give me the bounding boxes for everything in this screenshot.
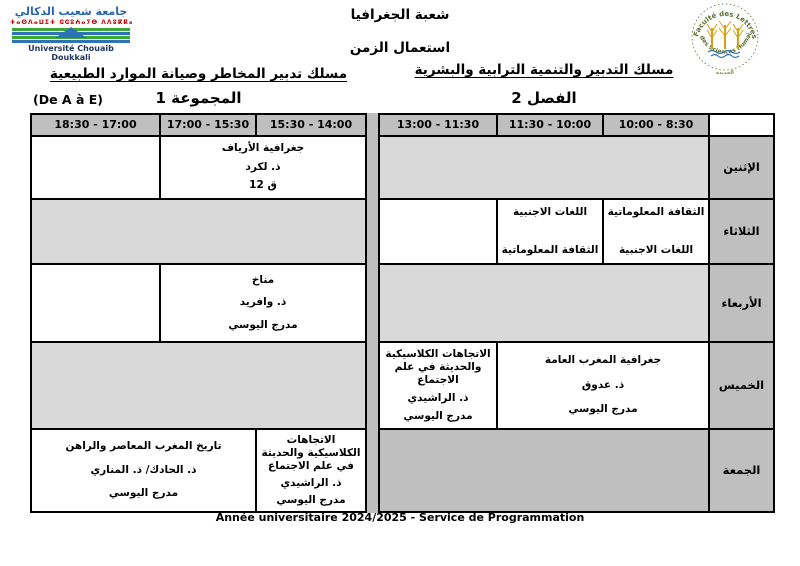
empty-row-cell (379, 429, 709, 512)
course-teacher: ذ. عدوق (581, 378, 625, 391)
university-name-french: Université Chouaib Doukkali (28, 44, 114, 63)
day-cell-monday: الإثنين (709, 136, 774, 199)
day-cell-tuesday: الثلاثاء (709, 199, 774, 264)
seal-arabic-arc-text: كلية الآداب والعلوم الإنسانية (686, 2, 689, 4)
course-name: الاتجاهات الكلاسيكية والحديثة في علم الا… (385, 347, 491, 387)
course-name: اللغات الاجنبية (618, 243, 694, 256)
university-logo: جامعة شعيب الدكالي ⵜⴰⵙⴷⴰⵡⵉⵜ ⵛⵛⵓⵄⴰⵢⴱ ⴷⴷⵓⴽ… (10, 5, 132, 63)
course-name: اللغات الاجنبية (512, 206, 588, 218)
course-cell-friday-sociology: الاتجاهات الكلاسيكية والحديثة في علم الا… (256, 429, 366, 512)
course-room: مدرج اليوسي (403, 410, 473, 423)
empty-row-cell (379, 264, 709, 342)
afternoon-timetable-grid: 18:30 - 17:00 17:00 - 15:30 15:30 - 14:0… (30, 113, 367, 513)
morning-timetable-grid: 13:00 - 11:30 11:30 - 10:00 10:00 - 8:30… (378, 113, 775, 513)
course-name: جغرافية الأرياف (221, 142, 305, 155)
document-title: استعمال الزمن (349, 40, 451, 56)
day-cell-friday: الجمعة (709, 429, 774, 512)
time-header-cell: 13:00 - 11:30 (379, 114, 497, 136)
course-teacher: ذ. الراشيدي (407, 392, 469, 405)
group-range-note: (De A à E) (33, 92, 103, 107)
day-cell-wednesday: الأربعاء (709, 264, 774, 342)
course-cell-tuesday-mid: اللغات الاجنبية الثقافة المعلوماتية (497, 199, 603, 264)
course-room: مدرج اليوسي (568, 403, 638, 416)
table-divider-strip (367, 113, 378, 513)
left-track-title: مسلك تدبير المخاطر وصيانة الموارد الطبيع… (49, 66, 348, 82)
empty-slot-cell (379, 199, 497, 264)
empty-row-cell (31, 199, 366, 264)
course-teacher: ذ. لكرد (245, 160, 281, 173)
svg-text:كلية الآداب والعلوم الإنسانية: كلية الآداب والعلوم الإنسانية (686, 2, 689, 4)
footer-note: Année universitaire 2024/2025 - Service … (215, 511, 585, 524)
course-name: تاريخ المغرب المعاصر والراهن (65, 440, 222, 453)
waves-icon (707, 49, 741, 59)
course-name: مناخ (251, 274, 275, 287)
university-name-arabic: جامعة شعيب الدكالي (14, 5, 128, 18)
university-name-tifinagh: ⵜⴰⵙⴷⴰⵡⵉⵜ ⵛⵛⵓⵄⴰⵢⴱ ⴷⴷⵓⴽⴽⴰⵍⵉ (10, 19, 132, 27)
course-name: الاتجاهات الكلاسيكية والحديثة في علم الا… (261, 433, 361, 473)
time-header-cell: 18:30 - 17:00 (31, 114, 160, 136)
course-room: مدرج اليوسي (228, 318, 298, 331)
day-cell-thursday: الخميس (709, 342, 774, 429)
time-header-cell: 10:00 - 8:30 (603, 114, 709, 136)
time-header-cell: 11:30 - 10:00 (497, 114, 603, 136)
course-cell-tuesday-early: الثقافة المعلوماتية اللغات الاجنبية (603, 199, 709, 264)
course-teacher: ذ. الراشيدي (280, 477, 342, 490)
course-room: مدرج اليوسي (108, 487, 179, 500)
course-cell-thursday-sociology: الاتجاهات الكلاسيكية والحديثة في علم الا… (379, 342, 497, 429)
empty-slot-cell (31, 264, 160, 342)
left-group-label: المجموعة 1 (155, 89, 242, 107)
seal-city-text: الجديدة (716, 70, 734, 76)
tree-branches-icon (706, 20, 744, 39)
course-teacher: ذ. وافريد (239, 296, 287, 309)
course-cell-thursday-morocco-geo: جغرافية المغرب العامة ذ. عدوق مدرج اليوس… (497, 342, 709, 429)
day-header-corner-cell (709, 114, 774, 136)
course-name: الثقافة المعلوماتية (607, 206, 705, 218)
department-title: شعبة الجغرافيا (350, 7, 450, 23)
course-cell-friday-history: تاريخ المغرب المعاصر والراهن ذ. الحادك/ … (31, 429, 256, 512)
university-logo-stripes (10, 27, 132, 44)
time-header-cell: 15:30 - 14:00 (256, 114, 366, 136)
right-semester-label: الفصل 2 (511, 89, 577, 107)
course-teacher: ذ. الحادك/ ذ. المناري (90, 463, 197, 476)
course-cell-wednesday-climate: مناخ ذ. وافريد مدرج اليوسي (160, 264, 366, 342)
course-room: ق 12 (249, 179, 277, 192)
empty-row-cell (379, 136, 709, 199)
empty-slot-cell (31, 136, 160, 199)
dune-triangle-icon (55, 27, 87, 39)
time-header-cell: 17:00 - 15:30 (160, 114, 256, 136)
faculty-seal-icon: Faculté des Lettres des Sciences Humaine… (686, 2, 758, 76)
right-track-title: مسلك التدبير والتنمية الترابية والبشرية (414, 62, 674, 78)
course-name: جغرافية المغرب العامة (544, 354, 662, 367)
course-name: الثقافة المعلوماتية (501, 243, 599, 256)
course-room: مدرج اليوسي (276, 494, 346, 507)
empty-row-cell (31, 342, 366, 429)
course-cell-monday-rural-geo: جغرافية الأرياف ذ. لكرد ق 12 (160, 136, 366, 199)
